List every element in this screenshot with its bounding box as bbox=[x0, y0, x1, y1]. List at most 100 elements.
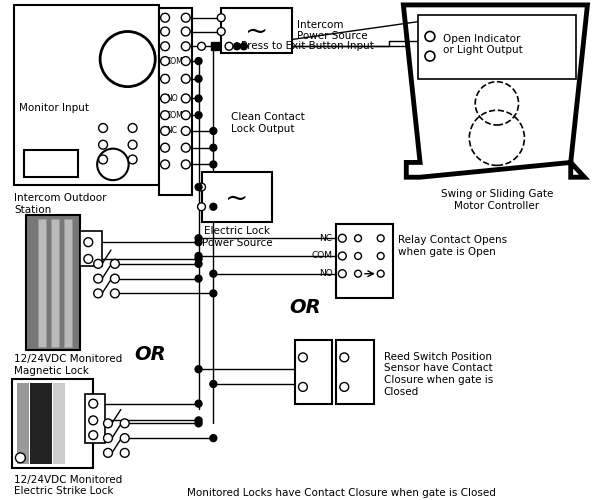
Bar bbox=[80, 232, 102, 266]
Text: Intercom Outdoor
Station: Intercom Outdoor Station bbox=[14, 193, 107, 214]
Circle shape bbox=[195, 420, 202, 427]
Circle shape bbox=[89, 416, 98, 425]
Circle shape bbox=[218, 14, 225, 22]
Circle shape bbox=[181, 143, 190, 152]
Circle shape bbox=[181, 111, 190, 120]
Circle shape bbox=[128, 155, 137, 164]
Circle shape bbox=[120, 434, 129, 442]
Circle shape bbox=[181, 14, 190, 22]
Bar bbox=[24, 150, 79, 177]
Circle shape bbox=[218, 28, 225, 36]
Bar bbox=[64, 218, 72, 346]
Circle shape bbox=[195, 275, 202, 282]
Text: Monitored Locks have Contact Closure when gate is Closed: Monitored Locks have Contact Closure whe… bbox=[187, 488, 496, 498]
Bar bbox=[212, 42, 219, 50]
Circle shape bbox=[161, 42, 169, 50]
Text: NC: NC bbox=[319, 234, 333, 243]
Circle shape bbox=[195, 260, 202, 268]
Bar bbox=[295, 340, 333, 404]
Bar bbox=[26, 214, 80, 350]
Circle shape bbox=[120, 419, 129, 428]
Circle shape bbox=[195, 235, 202, 242]
Circle shape bbox=[195, 184, 202, 190]
Text: Swing or Sliding Gate
Motor Controller: Swing or Sliding Gate Motor Controller bbox=[440, 189, 553, 210]
Circle shape bbox=[110, 260, 119, 268]
Circle shape bbox=[181, 94, 190, 103]
Bar bbox=[336, 340, 374, 404]
Circle shape bbox=[210, 434, 217, 442]
Circle shape bbox=[161, 14, 169, 22]
Circle shape bbox=[195, 417, 202, 424]
Circle shape bbox=[198, 42, 206, 50]
Circle shape bbox=[97, 148, 129, 180]
Circle shape bbox=[198, 203, 206, 210]
Text: COM: COM bbox=[166, 56, 184, 66]
Circle shape bbox=[425, 32, 435, 42]
Text: ~: ~ bbox=[225, 186, 249, 212]
Circle shape bbox=[198, 183, 206, 191]
Circle shape bbox=[181, 126, 190, 136]
Circle shape bbox=[210, 161, 217, 168]
Circle shape bbox=[377, 252, 384, 260]
Circle shape bbox=[94, 274, 103, 283]
Bar bbox=[53, 383, 65, 464]
Circle shape bbox=[181, 160, 190, 169]
Bar bbox=[51, 218, 59, 346]
Polygon shape bbox=[403, 5, 588, 177]
Circle shape bbox=[340, 382, 349, 392]
Circle shape bbox=[339, 270, 346, 278]
Circle shape bbox=[161, 160, 169, 169]
Circle shape bbox=[98, 140, 107, 149]
Bar bbox=[13, 379, 93, 468]
Circle shape bbox=[104, 448, 113, 458]
Circle shape bbox=[195, 366, 202, 372]
Circle shape bbox=[161, 94, 169, 103]
Text: Clean Contact
Lock Output: Clean Contact Lock Output bbox=[231, 112, 305, 134]
Circle shape bbox=[210, 380, 217, 388]
Circle shape bbox=[240, 43, 247, 50]
Circle shape bbox=[210, 144, 217, 151]
Circle shape bbox=[110, 289, 119, 298]
Circle shape bbox=[89, 430, 98, 440]
Circle shape bbox=[210, 270, 217, 277]
Circle shape bbox=[234, 43, 240, 50]
Bar bbox=[159, 8, 192, 195]
Circle shape bbox=[128, 140, 137, 149]
Circle shape bbox=[161, 111, 169, 120]
Circle shape bbox=[195, 95, 202, 102]
Text: OR: OR bbox=[289, 298, 321, 316]
Bar bbox=[38, 218, 46, 346]
Circle shape bbox=[181, 56, 190, 66]
Text: Electric Lock
Power Source: Electric Lock Power Source bbox=[201, 226, 272, 248]
Circle shape bbox=[100, 32, 155, 86]
Text: Press to Exit Button Input: Press to Exit Button Input bbox=[241, 42, 374, 51]
Circle shape bbox=[98, 155, 107, 164]
Circle shape bbox=[210, 290, 217, 297]
Circle shape bbox=[355, 252, 362, 260]
Circle shape bbox=[181, 42, 190, 50]
Circle shape bbox=[195, 76, 202, 82]
Circle shape bbox=[377, 235, 384, 242]
Circle shape bbox=[195, 58, 202, 64]
Circle shape bbox=[120, 448, 129, 458]
Circle shape bbox=[94, 260, 103, 268]
Circle shape bbox=[195, 256, 202, 262]
Bar bbox=[14, 5, 159, 185]
Text: Reed Switch Position
Sensor have Contact
Closure when gate is
Closed: Reed Switch Position Sensor have Contact… bbox=[384, 352, 493, 397]
Circle shape bbox=[94, 289, 103, 298]
Text: Open Indicator
or Light Output: Open Indicator or Light Output bbox=[443, 34, 523, 55]
Circle shape bbox=[15, 453, 25, 462]
Circle shape bbox=[98, 124, 107, 132]
Circle shape bbox=[104, 419, 113, 428]
Text: NO: NO bbox=[166, 94, 178, 103]
Circle shape bbox=[195, 252, 202, 260]
Text: Relay Contact Opens
when gate is Open: Relay Contact Opens when gate is Open bbox=[398, 236, 508, 257]
Circle shape bbox=[299, 353, 308, 362]
Text: Monitor Input: Monitor Input bbox=[20, 104, 89, 114]
Circle shape bbox=[195, 400, 202, 407]
Circle shape bbox=[339, 252, 346, 260]
Bar bbox=[85, 394, 105, 443]
Text: NC: NC bbox=[166, 126, 177, 136]
Text: Intercom
Power Source: Intercom Power Source bbox=[297, 20, 368, 42]
Text: 12/24VDC Monitored
Electric Strike Lock: 12/24VDC Monitored Electric Strike Lock bbox=[14, 474, 123, 496]
